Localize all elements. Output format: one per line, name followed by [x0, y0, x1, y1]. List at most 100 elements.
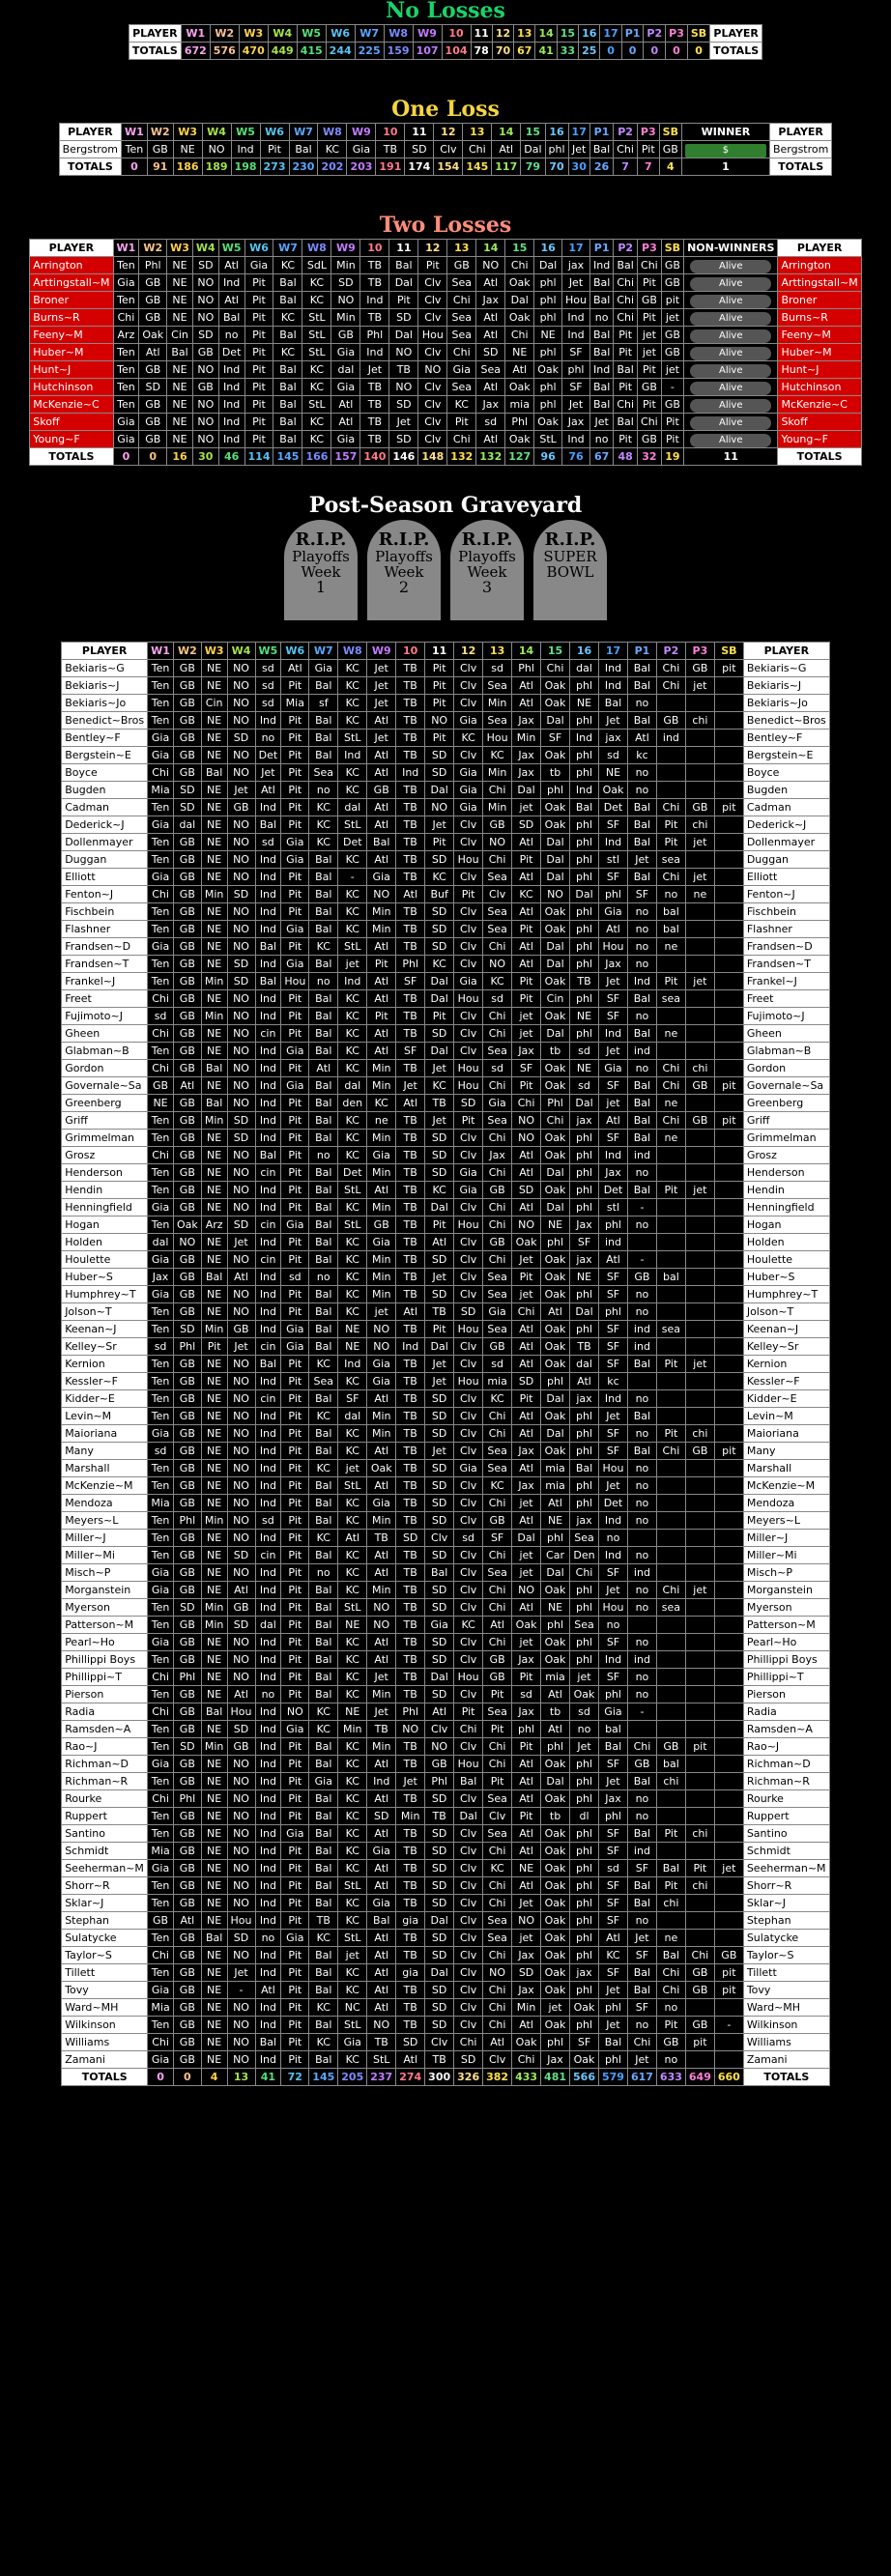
pick-cell: Ind — [366, 1772, 397, 1790]
week-header-W3: W3 — [172, 123, 203, 141]
week-header-10: 10 — [375, 123, 406, 141]
pick-cell: Pit — [660, 413, 685, 431]
pick-cell: TB — [395, 676, 426, 695]
pick-cell — [684, 1198, 715, 1216]
pick-cell: KC — [302, 291, 332, 309]
pick-cell: Gia — [453, 1163, 484, 1182]
pick-cell: Jax — [511, 1650, 542, 1669]
pick-cell: Jet — [589, 413, 615, 431]
pick-cell: Ind — [217, 413, 245, 431]
pick-cell — [684, 763, 715, 782]
pick-cell: Oak — [540, 676, 571, 695]
pick-cell: NE — [511, 1859, 542, 1877]
pick-cell: Clv — [453, 1598, 484, 1617]
pick-cell: Oak — [540, 1755, 571, 1773]
pick-cell — [713, 1337, 744, 1356]
table-row: Jolson~T Ten GB NE NO Ind Pit Bal KC jet Atl TB SD Gi… — [61, 1302, 830, 1321]
pick-cell — [655, 1233, 686, 1251]
pick-cell: StL — [337, 729, 368, 747]
pick-cell: GB — [172, 1407, 202, 1425]
player-name-right: Phillippi Boys — [742, 1650, 830, 1669]
tomb-rip: R.I.P. — [378, 530, 430, 550]
player-name: Elliott — [61, 868, 149, 886]
pick-cell — [655, 1302, 686, 1321]
pick-cell: Atl — [511, 1163, 542, 1182]
pick-cell: KC — [337, 1494, 368, 1512]
pick-cell: NO — [191, 291, 219, 309]
total-cell: 0 — [643, 42, 667, 60]
pick-cell: Pit — [244, 413, 274, 431]
pick-cell: NO — [366, 1616, 397, 1634]
pick-cell: Mia — [147, 1842, 174, 1860]
pick-cell: Bal — [613, 360, 639, 379]
pick-cell: NE — [200, 1650, 228, 1669]
pick-cell: no — [626, 1633, 657, 1651]
status-cell: Alive — [683, 343, 779, 361]
pick-cell: Gia — [446, 360, 477, 379]
totals-row: TOTALS 672 576 470 449 415 244 225 159 107 104 78 70… — [128, 42, 763, 60]
pick-cell: Ind — [254, 1442, 282, 1460]
pick-cell: TB — [395, 1424, 426, 1443]
pick-cell: NE — [200, 1824, 228, 1843]
pick-cell: Dal — [540, 833, 571, 851]
pick-cell: SD — [424, 1146, 455, 1164]
pick-cell: Pit — [366, 1007, 397, 1025]
pick-cell: NO — [226, 1894, 256, 1912]
pick-cell: SD — [331, 273, 361, 292]
table-row: Holden dal NO NE Jet Ind Pit Bal KC Gia TB Atl Clv GB… — [61, 1233, 830, 1251]
pick-cell: Chi — [147, 1146, 174, 1164]
pick-cell: Clv — [453, 816, 484, 834]
no-losses-title: No Losses — [386, 0, 505, 23]
pick-cell — [713, 1198, 744, 1216]
pick-cell: Ind — [254, 1407, 282, 1425]
pick-cell: phl — [569, 955, 599, 973]
pick-cell: Chi — [482, 937, 513, 956]
pick-cell: Atl — [395, 2050, 426, 2069]
player-header: PLAYER — [61, 642, 149, 660]
pick-cell: Pit — [280, 1007, 310, 1025]
week-header-W5: W5 — [254, 642, 282, 660]
pick-cell: Pit — [636, 140, 660, 158]
pick-cell: Ind — [254, 850, 282, 869]
pick-cell: Bal — [589, 291, 615, 309]
pick-cell: Atl — [366, 972, 397, 990]
pick-cell: StL — [337, 1181, 368, 1199]
week-header-P3: P3 — [636, 123, 660, 141]
pick-cell: Clv — [417, 291, 448, 309]
pick-cell: NE — [200, 2016, 228, 2034]
pick-cell: phl — [569, 676, 599, 695]
pick-cell: Ind — [254, 1529, 282, 1547]
pick-cell: NE — [569, 1268, 599, 1286]
pick-cell: Jax — [597, 1789, 628, 1808]
pick-cell: Pit — [655, 2016, 686, 2034]
pick-cell: GB — [226, 1320, 256, 1338]
pick-cell: no — [217, 326, 245, 344]
pick-cell: Oak — [540, 1268, 571, 1286]
pick-cell — [684, 1476, 715, 1495]
pick-cell: SD — [511, 1181, 542, 1199]
pick-cell: Atl — [540, 1720, 571, 1738]
pick-cell: Bal — [626, 676, 657, 695]
player-name-right: Zamani — [742, 2050, 830, 2069]
pick-cell: Jet — [597, 1476, 628, 1495]
player-name: Many — [61, 1442, 149, 1460]
pick-cell: Atl — [511, 694, 542, 712]
pick-cell: Bal — [308, 1233, 339, 1251]
pick-cell: GB — [172, 1859, 202, 1877]
pick-cell — [684, 1216, 715, 1234]
pick-cell: Atl — [366, 850, 397, 869]
pick-cell: Pit — [417, 256, 448, 274]
pick-cell: phl — [569, 1859, 599, 1877]
player-name-right: Elliott — [742, 868, 830, 886]
pick-cell: tb — [540, 1703, 571, 1721]
pick-cell: Bal — [308, 746, 339, 764]
pick-cell: Atl — [475, 430, 506, 448]
pick-cell — [713, 1216, 744, 1234]
pick-cell: Atl — [366, 763, 397, 782]
pick-cell: Pit — [511, 1268, 542, 1286]
pick-cell: Ind — [395, 763, 426, 782]
player-name-right: Hendin — [742, 1181, 830, 1199]
graveyard-title: Post-Season Graveyard — [308, 493, 583, 518]
pick-cell: KC — [337, 1650, 368, 1669]
pick-cell: NE — [200, 902, 228, 921]
